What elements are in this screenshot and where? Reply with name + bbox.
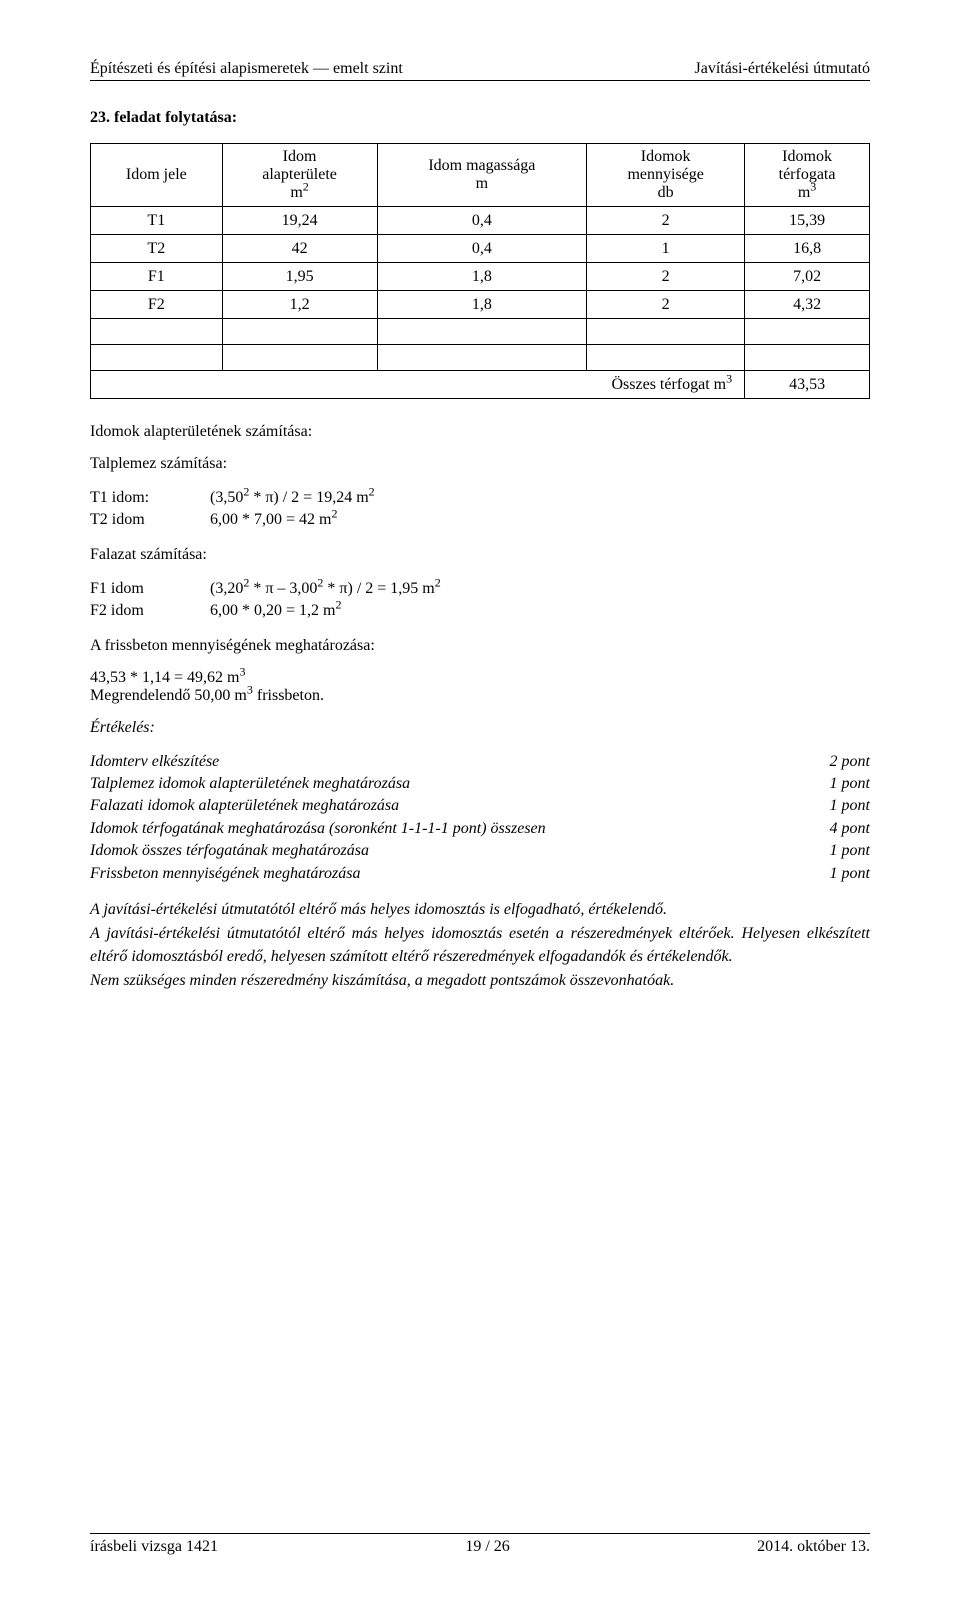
cell: 0,4 [377,207,587,235]
cell: 0,4 [377,235,587,263]
eval-row: Talplemez idomok alapterületének meghatá… [90,773,870,795]
falazat-title: Falazat számítása: [90,546,870,564]
table-body: T1 19,24 0,4 2 15,39 T2 42 0,4 1 16,8 F1… [91,207,870,399]
eval-row: Idomok összes térfogatának meghatározása… [90,840,870,862]
page-footer: írásbeli vizsga 1421 19 / 26 2014. októb… [90,1533,870,1556]
friss-calc-line: 43,53 * 1,14 = 49,62 m3 [90,669,870,687]
cell: F2 [91,291,223,319]
t1-label: T1 idom: [90,487,210,509]
eval-points: 4 pont [830,818,870,840]
table-total-row: Összes térfogat m3 43,53 [91,371,870,399]
note-2: A javítási-értékelési útmutatótól eltérő… [90,923,870,968]
eval-points: 2 pont [830,751,870,773]
footer-left: írásbeli vizsga 1421 [90,1538,218,1556]
friss-order-line: Megrendelendő 50,00 m3 frissbeton. [90,687,870,705]
eval-points: 1 pont [830,773,870,795]
talplemez-title: Talplemez számítása: [90,455,870,473]
col-header: Idom alapterülete m2 [222,144,377,207]
cell: T1 [91,207,223,235]
eval-label: Idomterv elkészítése [90,751,219,773]
eval-row: Frissbeton mennyiségének meghatározása 1… [90,863,870,885]
falazat-calc: F1 idom (3,202 * π – 3,002 * π) / 2 = 1,… [90,578,870,623]
table-row: F1 1,95 1,8 2 7,02 [91,263,870,291]
cell: F1 [91,263,223,291]
total-value: 43,53 [745,371,870,399]
col-header: Idom jele [91,144,223,207]
cell: 7,02 [745,263,870,291]
f2-val: 6,00 * 0,20 = 1,2 m2 [210,600,870,622]
total-label: Összes térfogat m3 [91,371,745,399]
note-3: Nem szükséges minden részeredmény kiszám… [90,970,870,992]
cell: 1,8 [377,291,587,319]
col-header: Idom magassága m [377,144,587,207]
header-right: Javítási-értékelési útmutató [695,60,871,78]
eval-row: Idomok térfogatának meghatározása (soron… [90,818,870,840]
eval-row: Idomterv elkészítése 2 pont [90,751,870,773]
eval-points: 1 pont [830,863,870,885]
eval-label: Falazati idomok alapterületének meghatár… [90,795,399,817]
cell: 1 [587,235,745,263]
cell: 2 [587,207,745,235]
footer-center: 19 / 26 [465,1538,509,1556]
section-title: 23. feladat folytatása: [90,109,870,127]
col-header: Idomok térfogata m3 [745,144,870,207]
cell: 15,39 [745,207,870,235]
eval-title: Értékelés: [90,719,870,737]
eval-row: Falazati idomok alapterületének meghatár… [90,795,870,817]
eval-points: 1 pont [830,840,870,862]
footer-right: 2014. október 13. [757,1538,870,1556]
header-divider [90,80,870,81]
cell: 16,8 [745,235,870,263]
note-1: A javítási-értékelési útmutatótól eltérő… [90,899,870,921]
t2-val: 6,00 * 7,00 = 42 m2 [210,509,870,531]
table-row-empty [91,345,870,371]
eval-label: Frissbeton mennyiségének meghatározása [90,863,360,885]
table-row-empty [91,319,870,345]
idom-table: Idom jele Idom alapterülete m2 Idom maga… [90,143,870,399]
table-header-row: Idom jele Idom alapterülete m2 Idom maga… [91,144,870,207]
t1-val: (3,502 * π) / 2 = 19,24 m2 [210,487,870,509]
table-row: F2 1,2 1,8 2 4,32 [91,291,870,319]
eval-points: 1 pont [830,795,870,817]
cell: T2 [91,235,223,263]
cell: 42 [222,235,377,263]
cell: 1,95 [222,263,377,291]
eval-label: Idomok térfogatának meghatározása (soron… [90,818,546,840]
cell: 19,24 [222,207,377,235]
f1-val: (3,202 * π – 3,002 * π) / 2 = 1,95 m2 [210,578,870,600]
header-left: Építészeti és építési alapismeretek — em… [90,60,403,78]
table-row: T1 19,24 0,4 2 15,39 [91,207,870,235]
cell: 2 [587,291,745,319]
cell: 4,32 [745,291,870,319]
footer-divider [90,1533,870,1534]
frissbeton-title: A frissbeton mennyiségének meghatározása… [90,637,870,655]
f2-label: F2 idom [90,600,210,622]
table-row: T2 42 0,4 1 16,8 [91,235,870,263]
col-header: Idomok mennyisége db [587,144,745,207]
cell: 2 [587,263,745,291]
eval-label: Talplemez idomok alapterületének meghatá… [90,773,410,795]
f1-label: F1 idom [90,578,210,600]
talplemez-calc: T1 idom: (3,502 * π) / 2 = 19,24 m2 T2 i… [90,487,870,532]
cell: 1,8 [377,263,587,291]
frissbeton-calc: 43,53 * 1,14 = 49,62 m3 Megrendelendő 50… [90,669,870,705]
t2-label: T2 idom [90,509,210,531]
page-header: Építészeti és építési alapismeretek — em… [90,60,870,78]
eval-label: Idomok összes térfogatának meghatározása [90,840,369,862]
cell: 1,2 [222,291,377,319]
evaluation-block: Értékelés: Idomterv elkészítése 2 pont T… [90,719,870,885]
idomok-title: Idomok alapterületének számítása: [90,423,870,441]
